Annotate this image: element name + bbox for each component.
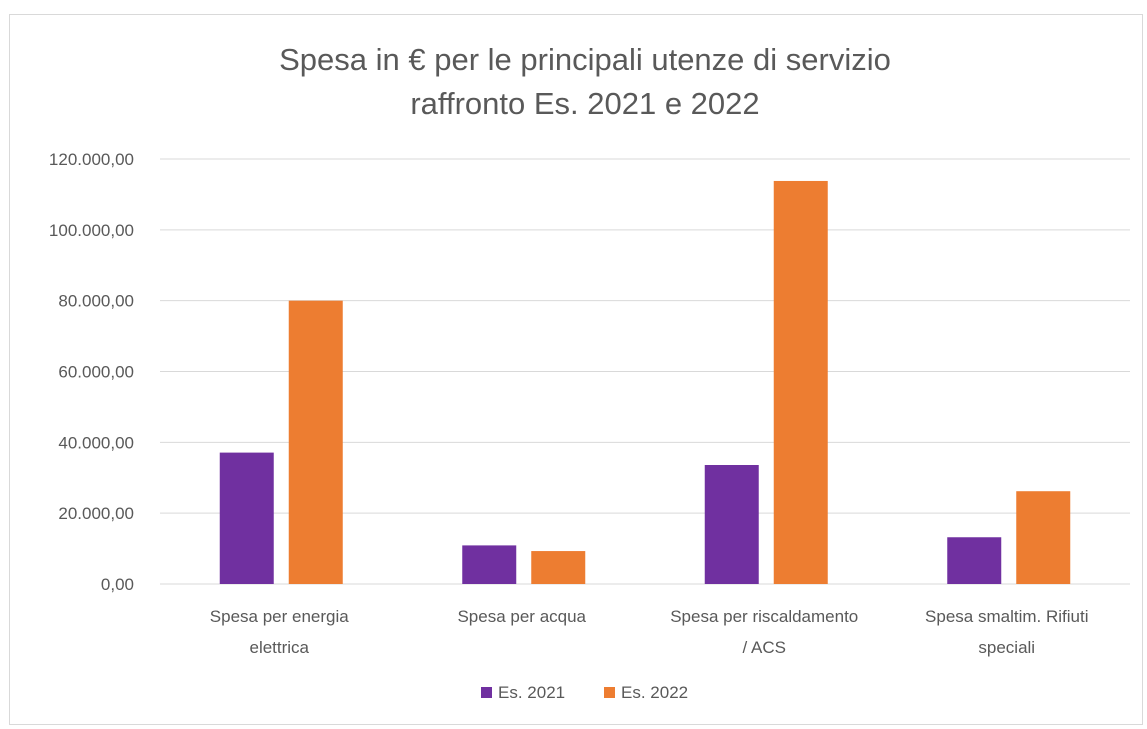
chart-title: Spesa in € per le principali utenze di s…	[279, 42, 891, 121]
y-tick-label: 120.000,00	[49, 150, 134, 169]
y-tick-label: 20.000,00	[58, 504, 134, 523]
x-category-label: Spesa per energia	[210, 607, 349, 626]
bars	[219, 180, 1071, 585]
x-category-label: elettrica	[249, 638, 309, 657]
bar-es-2022-cat-0	[288, 300, 343, 584]
bar-es-2022-cat-1	[531, 551, 586, 584]
y-tick-label: 60.000,00	[58, 363, 134, 382]
x-category-label: Spesa per acqua	[457, 607, 586, 626]
legend-label: Es. 2021	[498, 683, 565, 702]
x-axis-categories: Spesa per energia elettrica Spesa per acqu…	[210, 607, 1089, 657]
legend-swatch	[604, 687, 615, 698]
x-category-label: speciali	[978, 638, 1035, 657]
x-category-label: Spesa per riscaldamento	[670, 607, 858, 626]
x-category-label: / ACS	[743, 638, 786, 657]
chart-title-line-2: raffronto Es. 2021 e 2022	[410, 86, 759, 121]
x-category-label: Spesa smaltim. Rifiuti	[925, 607, 1088, 626]
bar-es-2021-cat-1	[462, 545, 517, 584]
legend-label: Es. 2022	[621, 683, 688, 702]
legend: Es. 2021 Es. 2022	[481, 683, 688, 702]
y-axis-ticks: 0,00 20.000,00 40.000,00 60.000,00 80.000,00…	[49, 150, 134, 594]
bar-es-2021-cat-3	[947, 537, 1002, 584]
y-tick-label: 40.000,00	[58, 433, 134, 452]
y-tick-label: 100.000,00	[49, 221, 134, 240]
chart-frame	[9, 14, 1143, 725]
legend-swatch	[481, 687, 492, 698]
chart-title-line-1: Spesa in € per le principali utenze di s…	[279, 42, 891, 77]
bar-es-2021-cat-0	[219, 452, 274, 584]
bar-es-2022-cat-2	[773, 180, 828, 585]
bar-es-2022-cat-3	[1016, 491, 1071, 584]
y-tick-label: 0,00	[101, 575, 134, 594]
bar-es-2021-cat-2	[704, 465, 759, 584]
y-tick-label: 80.000,00	[58, 292, 134, 311]
